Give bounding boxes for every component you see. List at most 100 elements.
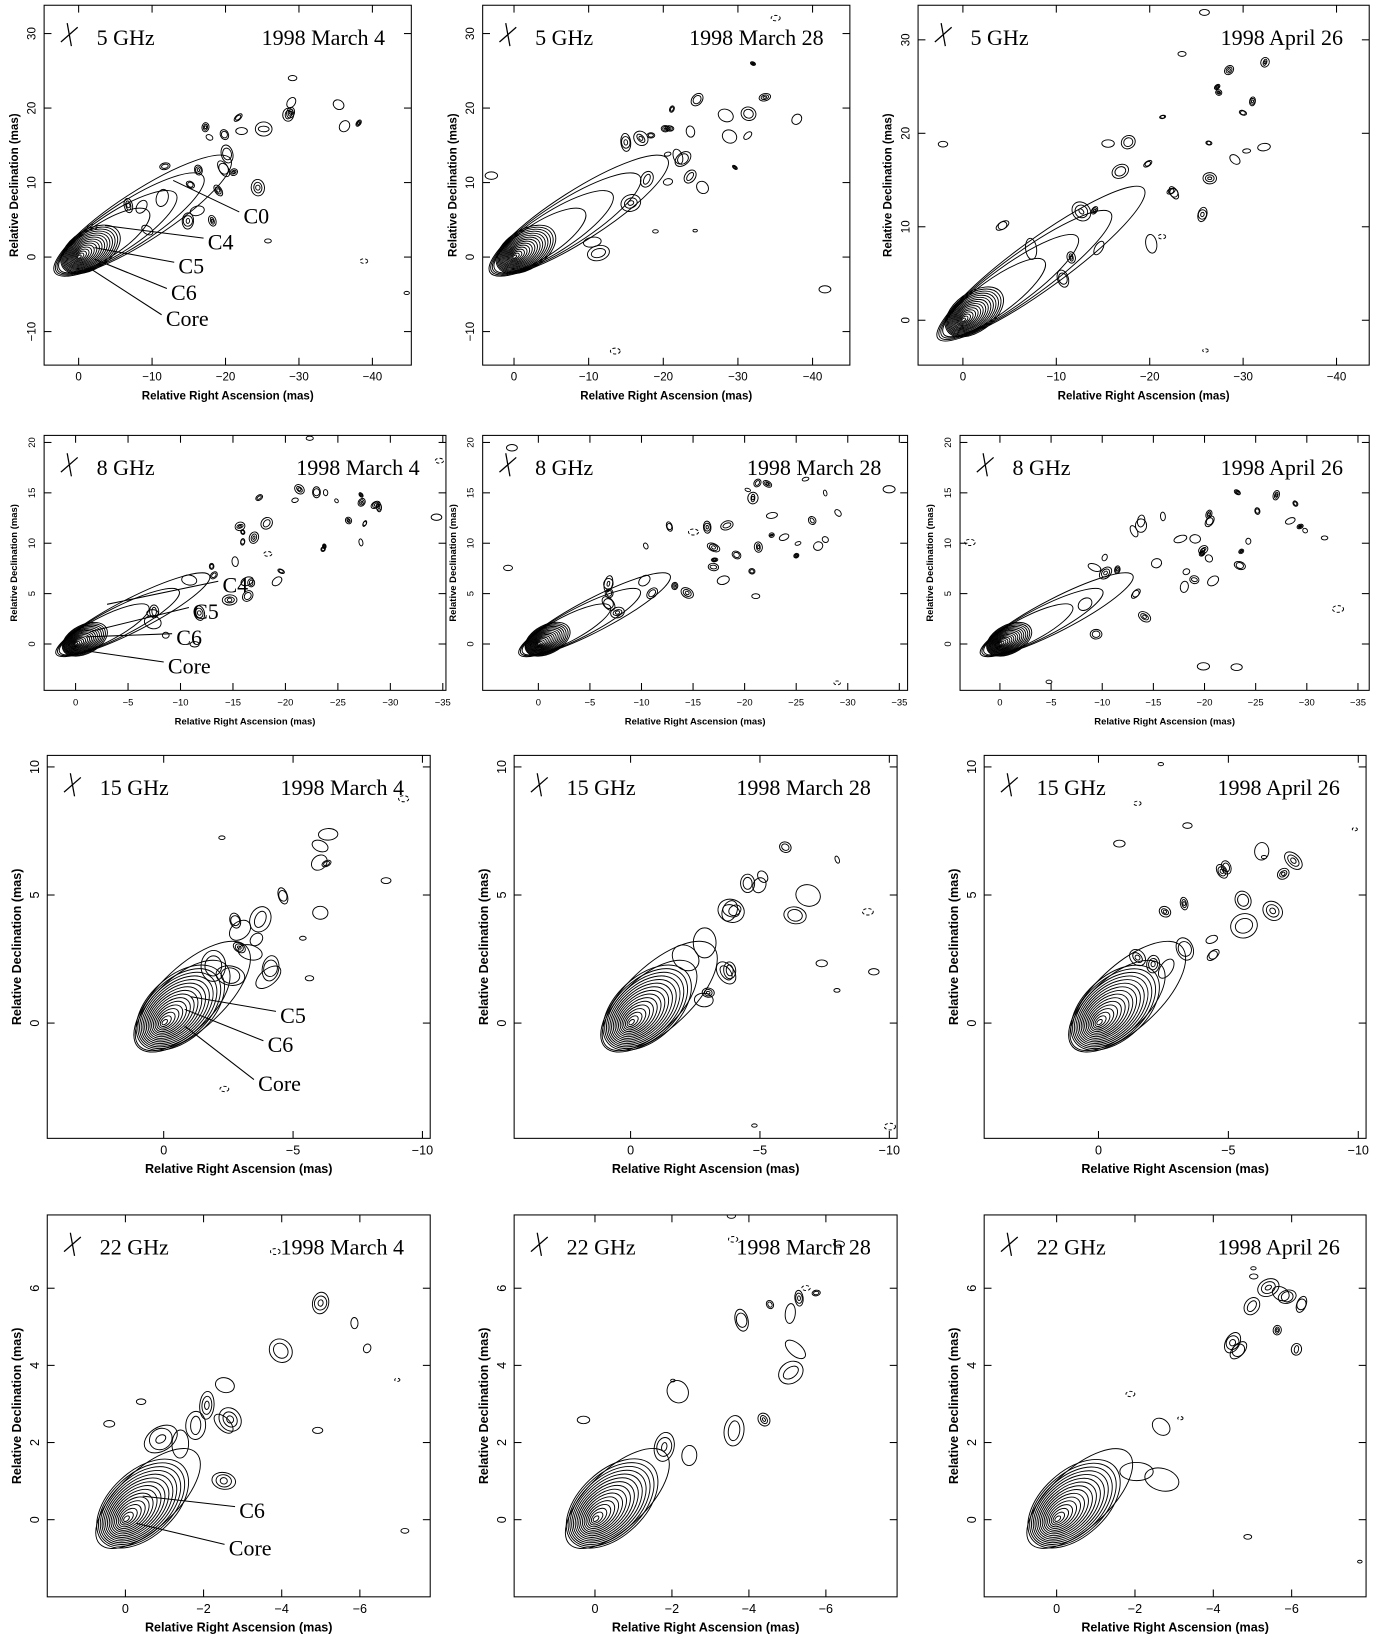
contour [656, 1437, 673, 1457]
contour [1281, 871, 1286, 876]
contour [754, 480, 761, 486]
contour [518, 572, 671, 658]
contour-map [964, 489, 1345, 685]
contour [235, 127, 248, 135]
x-tick-label: −35 [1350, 697, 1366, 708]
contour [726, 1214, 737, 1219]
y-tick-label: 15 [943, 488, 954, 499]
contour [1257, 142, 1271, 152]
contour [208, 562, 215, 570]
contour [1242, 148, 1252, 154]
contour [185, 1410, 207, 1440]
contour [1202, 172, 1217, 185]
contour [1096, 1018, 1103, 1026]
contour [240, 539, 245, 545]
contour [612, 609, 623, 616]
contour [565, 1458, 659, 1549]
contour [305, 435, 314, 441]
contour [151, 997, 191, 1036]
contour [323, 860, 330, 867]
leader-line [90, 606, 190, 633]
contour [144, 982, 206, 1043]
contour [1204, 554, 1214, 563]
contour [778, 533, 790, 541]
contour [1132, 589, 1140, 598]
contour [994, 635, 1013, 650]
contour [1276, 867, 1290, 880]
contour [813, 541, 824, 551]
contour [224, 596, 235, 604]
contour [278, 890, 288, 902]
contour [685, 125, 696, 138]
contour [1114, 565, 1121, 575]
y-tick-label: 20 [465, 102, 477, 115]
y-tick-label: 10 [466, 538, 477, 549]
x-tick-label: 0 [997, 697, 1002, 708]
contour [1101, 139, 1115, 148]
beam [69, 773, 76, 797]
contour [218, 1407, 242, 1432]
contour [710, 557, 719, 563]
contour [1179, 896, 1189, 911]
contour [882, 485, 896, 494]
component-label: C6 [176, 625, 202, 650]
contour [756, 545, 760, 550]
contour [1296, 523, 1304, 530]
contour [196, 168, 201, 173]
frame [43, 4, 412, 366]
contour [1130, 588, 1141, 599]
contour [764, 481, 771, 487]
contour [603, 575, 614, 593]
contour [648, 589, 657, 598]
contour [1297, 524, 1303, 529]
frequency-label: 8 GHz [97, 455, 155, 480]
contour [256, 495, 262, 500]
contour [692, 95, 702, 105]
contour [696, 180, 709, 195]
x-tick-label: −5 [753, 1143, 767, 1157]
contour [220, 144, 234, 164]
y-tick-label: 30 [27, 27, 39, 40]
contour [1199, 547, 1207, 553]
contour [171, 1429, 190, 1459]
y-axis-label: Relative Declination (mas) [10, 869, 24, 1026]
contour [1207, 512, 1211, 517]
contour [1140, 613, 1149, 621]
contour [794, 1289, 804, 1307]
contour [220, 130, 228, 139]
contour [683, 169, 697, 184]
contour [991, 629, 1021, 653]
contour [1196, 662, 1211, 671]
contour [1167, 188, 1175, 195]
contour [1090, 206, 1099, 215]
contour [603, 577, 614, 590]
contour [964, 538, 976, 546]
contour [690, 92, 704, 107]
contour [209, 563, 214, 569]
contour [199, 1390, 215, 1420]
contour [1290, 857, 1297, 864]
contour [590, 1511, 604, 1524]
contour [1103, 570, 1108, 576]
contour [233, 113, 243, 122]
leader-line [86, 633, 173, 638]
contour [949, 294, 994, 334]
contour [1041, 1489, 1089, 1535]
contour [491, 190, 614, 275]
contour [226, 1415, 235, 1424]
contour [666, 1379, 689, 1404]
contour [818, 285, 832, 294]
contour [1082, 990, 1134, 1039]
x-tick-label: 0 [1095, 1143, 1102, 1157]
contour [201, 122, 210, 133]
contour [1068, 940, 1187, 1053]
contour [533, 636, 549, 649]
contour [758, 92, 772, 102]
contour [203, 125, 208, 130]
y-tick-label: 0 [495, 1020, 509, 1027]
contour [959, 313, 971, 324]
contour [229, 912, 242, 929]
contour [72, 246, 93, 263]
contour [355, 119, 362, 127]
